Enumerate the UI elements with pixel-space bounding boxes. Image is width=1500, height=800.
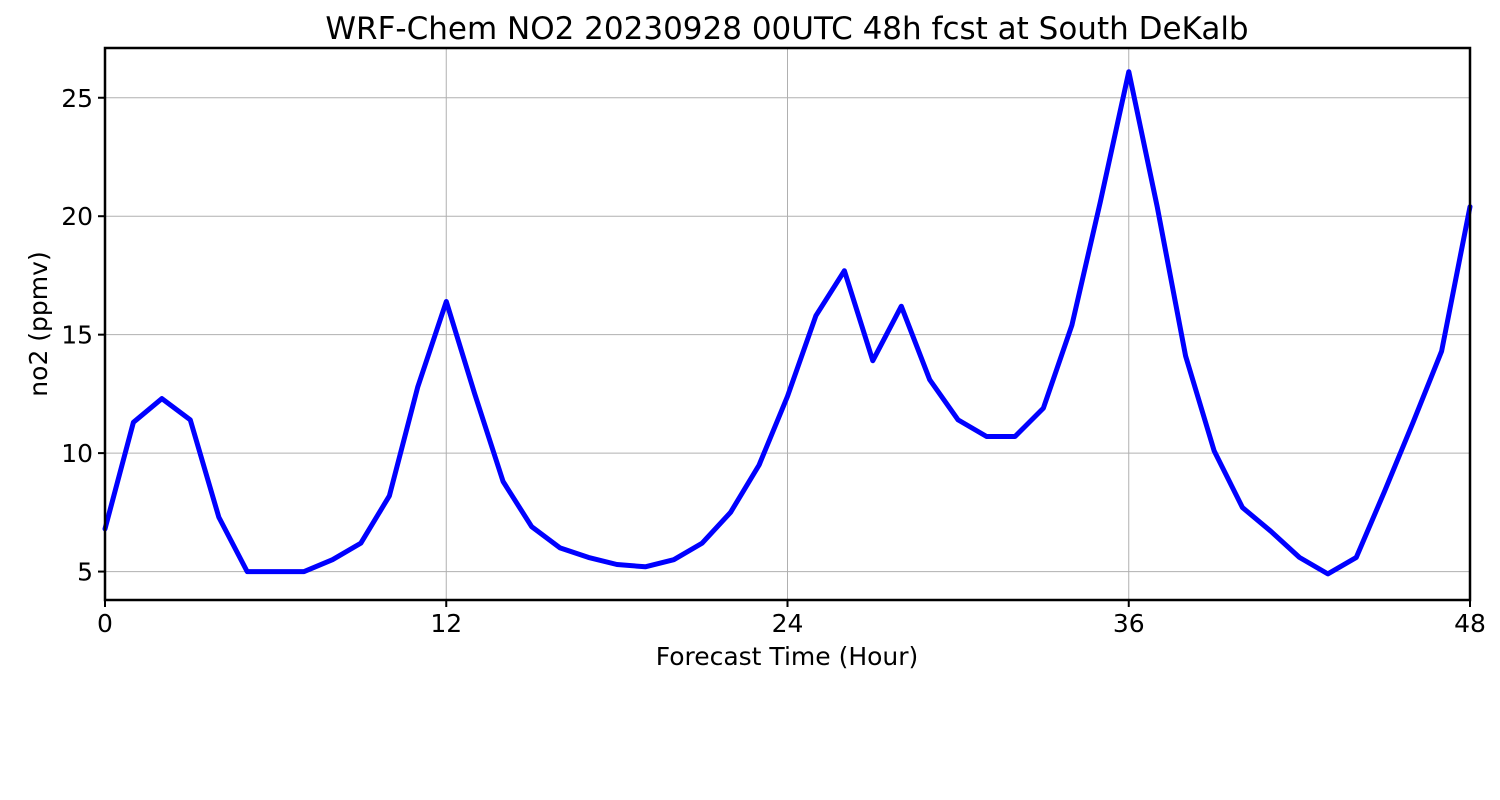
- x-axis-label: Forecast Time (Hour): [656, 642, 919, 671]
- series-layer: [102, 69, 1473, 577]
- y-tick-label: 20: [61, 202, 93, 231]
- x-tick-label: 0: [97, 609, 113, 638]
- x-tick-label: 36: [1113, 609, 1145, 638]
- y-tick-label: 10: [61, 439, 93, 468]
- chart-title: WRF-Chem NO2 20230928 00UTC 48h fcst at …: [325, 11, 1248, 47]
- x-tick-label: 48: [1454, 609, 1486, 638]
- x-tick-label: 24: [772, 609, 804, 638]
- x-tick-label: 12: [430, 609, 462, 638]
- axis-ticks: 0 12 24 36 48 5 10 15 20 25: [61, 84, 1486, 638]
- y-axis-label: no2 (ppmv): [24, 251, 53, 396]
- y-tick-label: 5: [77, 558, 93, 587]
- grid: [104, 48, 1471, 600]
- y-tick-label: 15: [61, 321, 93, 350]
- series-line: [102, 69, 1473, 577]
- y-tick-label: 25: [61, 84, 93, 113]
